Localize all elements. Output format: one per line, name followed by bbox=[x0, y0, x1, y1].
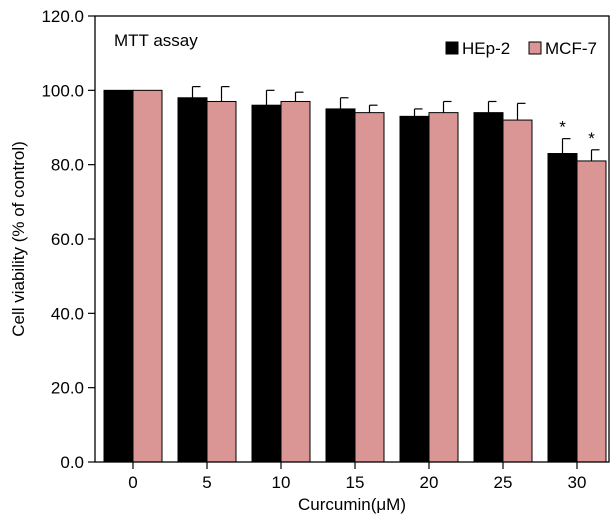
y-tick-label: 0.0 bbox=[60, 453, 84, 472]
bar-mcf7-20 bbox=[428, 112, 459, 463]
chart-title: MTT assay bbox=[114, 31, 198, 50]
legend-label-hep2: HEp-2 bbox=[462, 39, 510, 58]
x-tick-label: 20 bbox=[420, 473, 439, 492]
x-tick-label: 0 bbox=[128, 473, 137, 492]
y-axis-label: Cell viability (% of control) bbox=[9, 141, 28, 337]
bar-hep2-0 bbox=[103, 89, 134, 463]
significance-marker: * bbox=[588, 129, 595, 148]
y-tick-label: 60.0 bbox=[51, 230, 84, 249]
bar-mcf7-25 bbox=[502, 119, 533, 463]
bar-hep2-25 bbox=[473, 112, 504, 463]
bar-mcf7-15 bbox=[354, 112, 385, 463]
y-tick-label: 80.0 bbox=[51, 156, 84, 175]
bar-hep2-5 bbox=[177, 97, 208, 463]
significance-marker: * bbox=[559, 118, 566, 137]
x-tick-label: 15 bbox=[346, 473, 365, 492]
bar-mcf7-10 bbox=[280, 100, 311, 463]
x-tick-label: 10 bbox=[272, 473, 291, 492]
legend-swatch-mcf7 bbox=[528, 41, 542, 55]
x-tick-label: 25 bbox=[494, 473, 513, 492]
error-bars-layer: ** bbox=[191, 86, 600, 161]
bar-mcf7-30 bbox=[576, 160, 607, 463]
legend-label-mcf7: MCF-7 bbox=[545, 39, 597, 58]
legend: HEp-2 MCF-7 bbox=[445, 39, 597, 58]
x-ticks-layer: 0 5 10 15 20 25 30 bbox=[128, 462, 586, 492]
bar-mcf7-5 bbox=[206, 100, 237, 463]
legend-swatch-hep2 bbox=[445, 41, 459, 55]
bar-mcf7-0 bbox=[132, 89, 163, 463]
bar-hep2-15 bbox=[325, 108, 356, 463]
y-ticks-layer: 0.0 20.0 40.0 60.0 80.0 100.0 120.0 bbox=[41, 7, 95, 472]
y-tick-label: 40.0 bbox=[51, 304, 84, 323]
x-axis-label: Curcumin(μM) bbox=[298, 495, 406, 514]
x-tick-label: 30 bbox=[568, 473, 587, 492]
y-tick-label: 120.0 bbox=[41, 7, 84, 26]
x-tick-label: 5 bbox=[202, 473, 211, 492]
y-tick-label: 20.0 bbox=[51, 379, 84, 398]
bar-hep2-20 bbox=[399, 115, 430, 463]
y-tick-label: 100.0 bbox=[41, 81, 84, 100]
bar-hep2-10 bbox=[251, 104, 282, 463]
bars-layer bbox=[103, 89, 607, 463]
bar-hep2-30 bbox=[547, 153, 578, 463]
